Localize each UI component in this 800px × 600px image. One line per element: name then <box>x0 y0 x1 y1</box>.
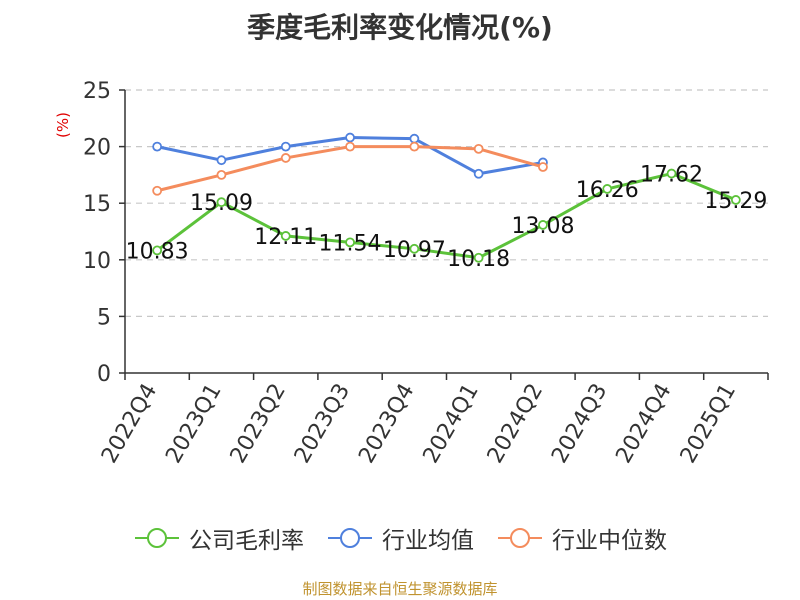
legend-marker-industry-median <box>498 528 542 548</box>
data-point <box>345 132 355 143</box>
x-tick-label: 2023Q2 <box>226 380 291 468</box>
legend-marker-industry-avg <box>328 528 372 548</box>
data-label: 12.11 <box>254 225 317 250</box>
data-label: 13.08 <box>511 214 574 239</box>
data-label: 15.09 <box>190 191 253 216</box>
data-point <box>345 237 355 248</box>
data-point <box>730 195 741 205</box>
x-tick-label: 2023Q4 <box>354 380 419 468</box>
data-point <box>280 231 291 241</box>
data-point <box>666 168 677 179</box>
legend-item-industry-avg[interactable]: 行业均值 <box>326 521 474 555</box>
chart-legend: 公司毛利率 行业均值 行业中位数 <box>0 520 800 556</box>
data-point <box>216 155 227 166</box>
data-point <box>280 141 291 152</box>
legend-label-company: 公司毛利率 <box>189 528 304 554</box>
data-source-note: 制图数据来自恒生聚源数据库 <box>302 580 498 598</box>
y-tick-label: 20 <box>83 136 111 161</box>
y-tick-label: 15 <box>83 192 111 217</box>
legend-label-industry-avg: 行业均值 <box>382 528 474 554</box>
data-point <box>473 252 484 263</box>
x-tick-label: 2024Q4 <box>611 380 676 468</box>
data-label: 11.54 <box>319 231 382 256</box>
data-point <box>473 143 484 154</box>
data-point <box>216 169 227 180</box>
data-point <box>152 185 163 196</box>
data-point <box>409 141 420 152</box>
data-point <box>602 184 613 194</box>
data-point <box>409 133 420 144</box>
data-label: 17.62 <box>640 163 703 188</box>
data-label: 15.29 <box>704 189 767 214</box>
data-point <box>409 243 420 254</box>
x-tick-label: 2024Q2 <box>483 380 548 468</box>
data-point <box>538 220 548 230</box>
x-tick-label: 2023Q3 <box>290 380 355 468</box>
legend-label-industry-median: 行业中位数 <box>552 528 667 554</box>
chart-title: 季度毛利率变化情况(%) <box>247 11 553 44</box>
legend-marker-company <box>135 528 179 548</box>
x-tick-label: 2024Q3 <box>547 380 612 468</box>
x-tick-label: 2022Q4 <box>97 380 162 468</box>
data-point <box>152 141 163 152</box>
data-label: 16.26 <box>576 178 639 203</box>
data-label: 10.18 <box>447 247 510 272</box>
y-axis-label: (%) <box>54 112 72 138</box>
y-tick-label: 5 <box>97 305 111 330</box>
x-tick-label: 2023Q1 <box>161 380 226 468</box>
y-tick-label: 0 <box>97 362 111 387</box>
data-point <box>538 162 548 172</box>
x-tick-label: 2025Q1 <box>676 380 741 468</box>
y-tick-label: 10 <box>83 249 111 274</box>
data-point <box>473 168 484 179</box>
data-point <box>280 153 291 163</box>
data-point <box>345 141 355 152</box>
series-line <box>156 172 737 260</box>
data-label: 10.97 <box>383 238 446 263</box>
data-label: 10.83 <box>126 239 189 264</box>
data-point <box>152 245 163 256</box>
y-tick-label: 25 <box>83 79 111 104</box>
series-line <box>156 145 544 193</box>
legend-item-company[interactable]: 公司毛利率 <box>133 521 304 555</box>
data-point <box>216 197 227 208</box>
legend-item-industry-median[interactable]: 行业中位数 <box>496 521 667 555</box>
x-tick-label: 2024Q1 <box>419 380 484 468</box>
